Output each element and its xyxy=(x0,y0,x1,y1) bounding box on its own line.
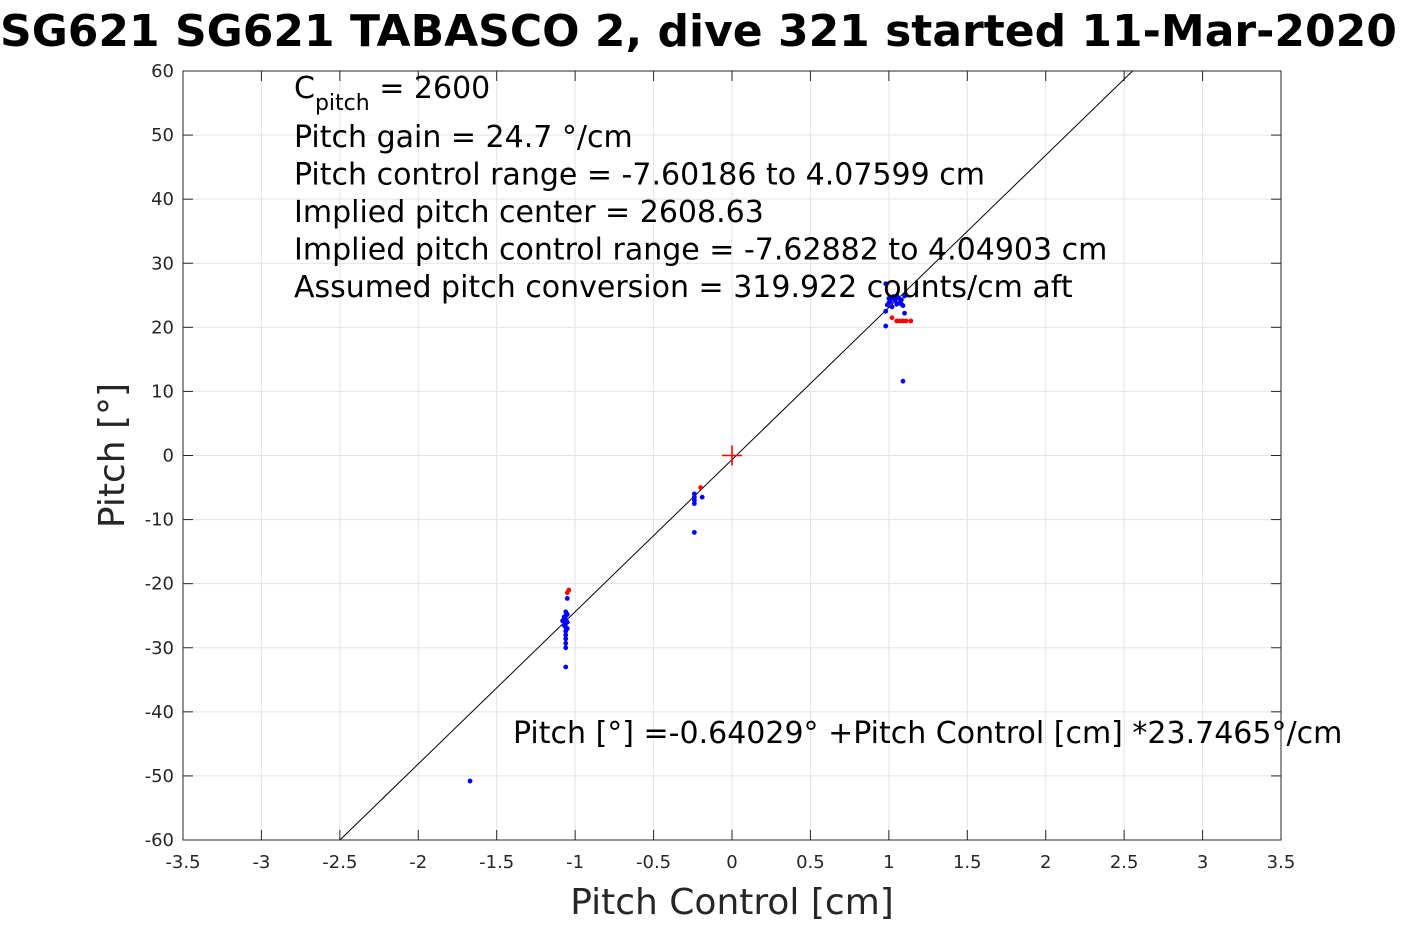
x-tick-label-14: 3.5 xyxy=(1267,852,1296,873)
y-tick-label-7: 10 xyxy=(151,381,174,402)
y-tick-label-2: -40 xyxy=(145,702,174,723)
point-s0-4 xyxy=(563,636,569,642)
point-s0-41 xyxy=(900,378,906,384)
point-s0-25 xyxy=(883,281,889,287)
point-s1-8 xyxy=(889,315,895,321)
x-tick-label-2: -2.5 xyxy=(322,852,357,873)
y-tick-label-1: -50 xyxy=(145,766,174,787)
y-axis-label: Pitch [°] xyxy=(92,383,133,528)
x-tick-labels: -3.5 -3 -2.5 -2 -1.5 -1 -0.5 0 0.5 1 1.5 2 2.5 3 3.5 xyxy=(165,852,1295,873)
x-tick-label-4: -1.5 xyxy=(479,852,514,873)
chart-title: SG621 SG621 TABASCO 2, dive 321 started … xyxy=(0,6,1417,62)
point-s0-45 xyxy=(899,301,904,307)
point-s0-37 xyxy=(899,297,904,303)
cpitch-sub: pitch xyxy=(315,91,370,116)
annotation-line-0: Pitch gain = 24.7 °/cm xyxy=(294,120,633,155)
x-tick-label-0: -3.5 xyxy=(165,852,200,873)
fit-equation-label: Pitch [°] =-0.64029° +Pitch Control [cm]… xyxy=(513,716,1342,751)
x-tick-label-5: -1 xyxy=(566,852,584,873)
x-tick-label-7: 0 xyxy=(726,852,737,873)
annotation-line-3: Implied pitch control range = -7.62882 t… xyxy=(294,233,1107,268)
x-tick-label-11: 2 xyxy=(1040,852,1051,873)
point-s0-1 xyxy=(563,664,569,670)
point-s1-2 xyxy=(698,485,704,490)
point-s1-1 xyxy=(564,590,570,596)
x-tick-label-13: 3 xyxy=(1197,852,1208,873)
cpitch-base: C xyxy=(294,71,315,106)
point-s0-2 xyxy=(563,645,569,651)
cpitch-annotation: Cpitch = 2600 xyxy=(294,71,490,116)
point-s0-40 xyxy=(902,310,907,316)
y-tick-labels: -60 -50 -40 -30 -20 -10 0 10 20 30 40 50 60 xyxy=(145,61,174,851)
x-tick-label-10: 1.5 xyxy=(953,852,982,873)
y-tick-label-8: 20 xyxy=(151,317,174,338)
annotation-line-4: Assumed pitch conversion = 319.922 count… xyxy=(294,270,1073,305)
x-axis-label: Pitch Control [cm] xyxy=(570,882,894,923)
data-points xyxy=(467,281,914,784)
point-s0-13 xyxy=(560,618,565,624)
point-s0-0 xyxy=(467,778,473,784)
point-s0-44 xyxy=(894,293,900,299)
y-tick-label-6: 0 xyxy=(163,446,174,467)
point-s0-27 xyxy=(883,308,889,314)
cpitch-rest: = 2600 xyxy=(370,71,491,106)
point-s0-42 xyxy=(886,300,892,306)
chart-title-text: SG621 SG621 TABASCO 2, dive 321 started … xyxy=(0,6,1417,57)
point-s0-3 xyxy=(563,640,569,646)
y-tick-label-4: -20 xyxy=(145,574,174,595)
point-s0-12 xyxy=(561,622,567,628)
y-tick-label-12: 60 xyxy=(151,61,174,82)
x-tick-label-1: -3 xyxy=(252,852,270,873)
point-s0-17 xyxy=(564,626,570,631)
y-tick-label-9: 30 xyxy=(151,253,174,274)
y-tick-label-5: -10 xyxy=(145,510,174,531)
x-tick-label-12: 2.5 xyxy=(1110,852,1139,873)
x-tick-label-8: 0.5 xyxy=(796,852,825,873)
y-tick-label-0: -60 xyxy=(145,830,174,851)
point-s0-18 xyxy=(564,596,570,601)
point-s0-31 xyxy=(889,304,895,310)
point-s1-6 xyxy=(903,318,909,324)
ticks xyxy=(182,70,1282,841)
y-tick-label-10: 40 xyxy=(151,189,174,210)
point-s0-5 xyxy=(563,632,569,638)
y-tick-label-3: -30 xyxy=(145,638,174,659)
point-s0-24 xyxy=(699,494,705,500)
point-s0-19 xyxy=(691,530,697,535)
point-s0-43 xyxy=(889,295,895,301)
point-s1-7 xyxy=(908,318,914,324)
point-s0-15 xyxy=(564,612,570,617)
point-s0-39 xyxy=(902,293,907,299)
annotation-line-2: Implied pitch center = 2608.63 xyxy=(294,195,764,230)
point-s0-26 xyxy=(883,323,889,329)
annotation-line-1: Pitch control range = -7.60186 to 4.0759… xyxy=(294,158,985,193)
point-s0-23 xyxy=(691,491,697,497)
x-tick-label-9: 1 xyxy=(883,852,894,873)
center-marker xyxy=(722,445,742,466)
x-tick-label-6: -0.5 xyxy=(636,852,671,873)
x-tick-label-3: -2 xyxy=(409,852,427,873)
point-s0-16 xyxy=(564,619,570,625)
y-tick-label-11: 50 xyxy=(151,125,174,146)
